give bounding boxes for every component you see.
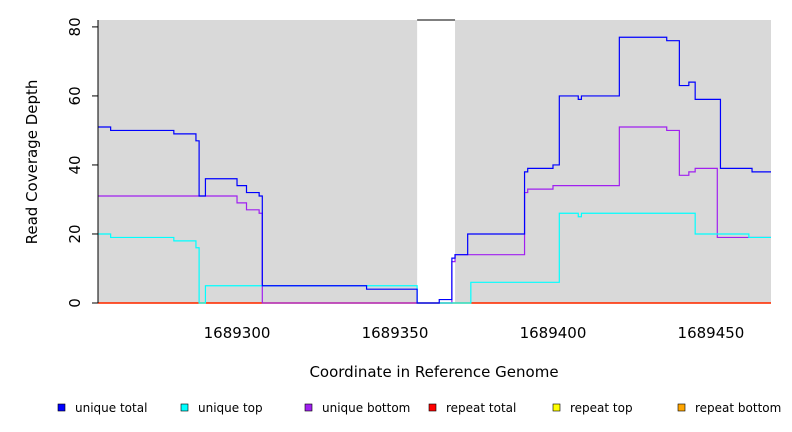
legend-item-unique-bottom: unique bottom xyxy=(304,401,410,415)
plot-area-left xyxy=(98,20,418,303)
y-tick-label: 20 xyxy=(66,224,84,243)
legend-label: repeat total xyxy=(446,401,516,415)
legend-item-repeat-total: repeat total xyxy=(428,401,516,415)
plot-area-right xyxy=(455,20,771,303)
legend-item-unique-total: unique total xyxy=(57,401,147,415)
series-line-unique-total xyxy=(98,36,771,304)
legend: unique total unique top unique bottom repea… xyxy=(57,401,781,415)
legend-swatch xyxy=(180,403,189,412)
y-tick-label: 0 xyxy=(66,298,84,308)
legend-item-repeat-top: repeat top xyxy=(552,401,633,415)
x-tick-label: 1689350 xyxy=(362,324,429,342)
x-axis-label: Coordinate in Reference Genome xyxy=(309,363,558,381)
legend-label: unique top xyxy=(198,401,263,415)
axes: 0 20 40 60 80 1689300 1689350 1689400 1689450 xyxy=(66,17,744,342)
x-tick-label: 1689400 xyxy=(520,324,587,342)
x-tick-label: 1689450 xyxy=(678,324,745,342)
legend-label: unique total xyxy=(75,401,147,415)
y-tick-label: 40 xyxy=(66,155,84,174)
legend-label: repeat bottom xyxy=(695,401,781,415)
y-axis-label: Read Coverage Depth xyxy=(23,80,41,245)
legend-item-repeat-bottom: repeat bottom xyxy=(677,401,781,415)
plot-background xyxy=(98,19,771,303)
legend-swatch xyxy=(552,403,561,412)
x-tick-label: 1689300 xyxy=(204,324,271,342)
y-tick-label: 80 xyxy=(66,17,84,36)
y-tick-label: 60 xyxy=(66,86,84,105)
legend-item-unique-top: unique top xyxy=(180,401,263,415)
legend-swatch xyxy=(57,403,66,412)
legend-swatch xyxy=(304,403,313,412)
legend-swatch xyxy=(677,403,686,412)
legend-swatch xyxy=(428,403,437,412)
series-line-unique-bottom xyxy=(98,126,771,304)
legend-label: unique bottom xyxy=(322,401,410,415)
series-layer xyxy=(98,36,771,304)
legend-label: repeat top xyxy=(570,401,633,415)
